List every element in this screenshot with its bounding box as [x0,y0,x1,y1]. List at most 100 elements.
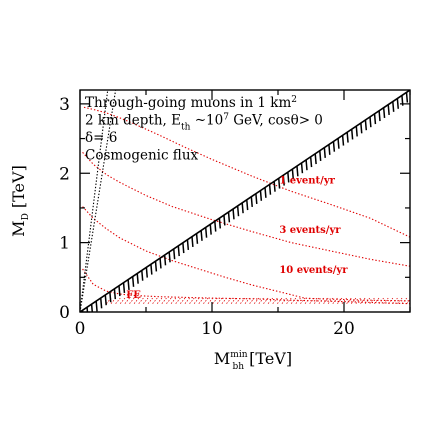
fe-band-hatch [369,297,375,304]
fe-band-hatch [244,297,250,304]
fe-band-hatch [138,297,144,304]
fe-band-hatch [156,297,163,304]
boundary-hatch [232,208,235,220]
boundary-hatch [118,285,121,297]
boundary-hatch [364,119,368,131]
fe-band-hatch [253,297,260,304]
series-fe-curve [82,268,410,305]
y-tick-label: 3 [59,95,70,115]
boundary-hatch [136,273,139,284]
fe-band-hatch [281,297,287,304]
series-10-events-yr-curve [82,206,410,302]
boundary-hatch [350,129,354,140]
fe-band-hatch [355,297,361,304]
boundary-hatch [154,261,158,272]
boundary-hatch [90,304,94,312]
y-axis-title: MD [TeV] [9,165,31,237]
boundary-hatch [332,141,336,152]
fe-band-hatch [152,297,158,304]
fe-band-hatch [267,297,274,304]
fe-band-hatch [161,297,167,304]
fe-band-hatch [193,297,200,304]
fe-band-hatch [216,297,223,304]
fe-band-hatch [240,297,246,304]
y-tick-label: 0 [59,303,70,323]
x-tick-label: 10 [201,319,223,339]
boundary-hatch [360,122,363,134]
boundary-hatch [323,147,326,158]
boundary-hatch [246,199,249,211]
boundary-hatch [250,196,253,208]
boundary-hatch [291,169,295,180]
fe-band-hatch [300,297,306,304]
plot-area [80,90,410,312]
tick-labels: 0 10 20 0 1 2 3 [59,95,355,339]
boundary-hatch [195,233,199,244]
boundary-hatch [200,230,203,241]
plot-frame [79,89,411,313]
boundary-hatch [396,98,399,109]
annotation-line3: δ= 6 [85,130,117,146]
fe-band-hatch [383,297,389,304]
boundary-hatch [314,153,317,165]
boundary-hatch [214,221,217,232]
boundary-hatching [81,92,409,312]
boundary-hatch [173,248,176,260]
curve-labels: 1 event/yr 3 events/yr 10 events/yr FE [126,176,348,301]
boundary-hatch [309,156,313,168]
annotation-line1: Through-going muons in 1 km2 [85,95,297,111]
fe-band-hatch [143,297,149,304]
boundary-hatch [287,172,290,183]
fe-band-hatch [230,297,237,304]
boundary-hatch [282,175,285,186]
boundary-hatch [182,242,185,254]
boundary-hatch [104,294,107,306]
boundary-hatch [387,104,390,115]
series-3-events-yr-curve [82,152,410,267]
boundary-hatch [113,288,117,300]
boundary-hatch [177,245,180,257]
boundary-hatch [145,267,149,278]
dotted-boundary-line [80,90,109,312]
boundary-hatch [369,116,372,128]
boundary-hatch [99,297,103,309]
curve-label-fe: FE [126,290,141,301]
fe-band-hatch [207,297,213,304]
y-tick-label: 2 [59,164,70,184]
boundary-hatch [341,135,345,146]
annotations: Through-going muons in 1 km2 2 km depth, … [85,95,323,164]
boundary-hatch [337,138,340,149]
boundary-hatch [227,212,231,223]
boundary-hatch [127,279,130,290]
boundary-hatch [319,150,322,162]
curve-label-1-event-yr: 1 event/yr [279,176,335,187]
boundary-hatch [95,301,98,312]
fe-band-hatch [119,297,126,304]
boundary-hatch [328,144,331,155]
y-tick-label: 1 [59,234,70,254]
boundary-hatch [209,224,212,235]
fe-band-hatch [203,297,209,304]
x-axis-title: Mmin bh [TeV] [214,349,292,372]
x-tick-label: 0 [75,319,86,339]
fe-band-hatch [327,297,334,304]
dotted-boundary-line [80,90,117,312]
boundary-hatch [259,190,263,201]
fe-band-hatch [175,297,181,304]
fe-band-hatch [198,297,204,304]
boundary-hatch [122,282,126,294]
x-tick-label: 20 [333,319,355,339]
fe-band-hatch [313,297,320,304]
curve-label-10-events-yr: 10 events/yr [279,265,348,276]
axis-ticks [79,90,411,313]
fe-band-hatch [147,297,153,304]
boundary-hatch [392,101,395,112]
axis-titles: Mmin bh [TeV] MD [TeV] [9,165,292,372]
series-1-event-yr-curve [83,106,410,238]
annotation-line4: Cosmogenic flux [85,148,199,164]
fe-band-hatch [166,297,172,304]
fe-band-hatch [341,297,347,304]
boundary-hatch [159,258,162,269]
